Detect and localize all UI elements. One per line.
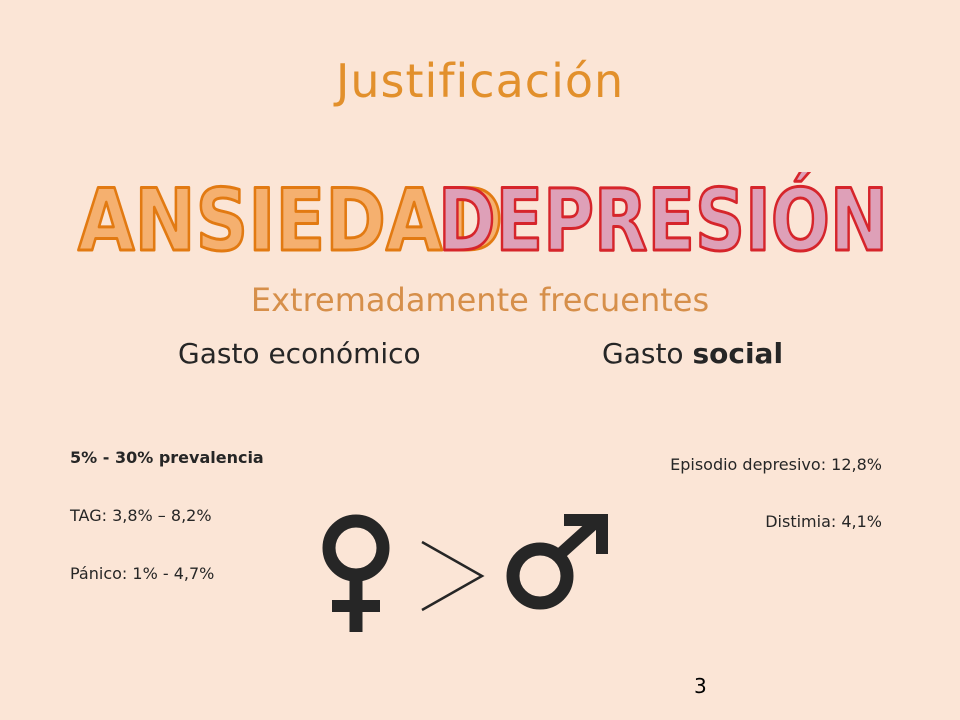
cost-economic: Gasto económico: [178, 337, 421, 370]
depression-dysthymia: Distimia: 4,1%: [765, 512, 882, 531]
page-number: 3: [694, 674, 707, 698]
anxiety-tag: TAG: 3,8% – 8,2%: [70, 506, 212, 525]
anxiety-prevalence: 5% - 30% prevalencia: [70, 448, 264, 467]
male-symbol-icon: [506, 514, 608, 610]
cost-social: Gasto social: [602, 340, 783, 368]
female-symbol-icon: [322, 514, 390, 632]
word-depression: DEPRESIÓN: [438, 172, 888, 271]
gender-comparison: [318, 510, 618, 635]
anxiety-depression-heading: ANSIEDAD DEPRESIÓN: [0, 172, 960, 272]
anxiety-panic: Pánico: 1% - 4,7%: [70, 564, 215, 583]
subtitle: Extremadamente frecuentes: [250, 281, 710, 319]
cost-social-bold: social: [692, 337, 784, 370]
greater-than-icon: [421, 540, 485, 612]
cost-social-prefix: Gasto: [602, 337, 693, 370]
word-anxiety: ANSIEDAD: [78, 172, 503, 271]
slide-title: Justificación: [335, 54, 625, 108]
depression-episode: Episodio depresivo: 12,8%: [670, 455, 882, 474]
